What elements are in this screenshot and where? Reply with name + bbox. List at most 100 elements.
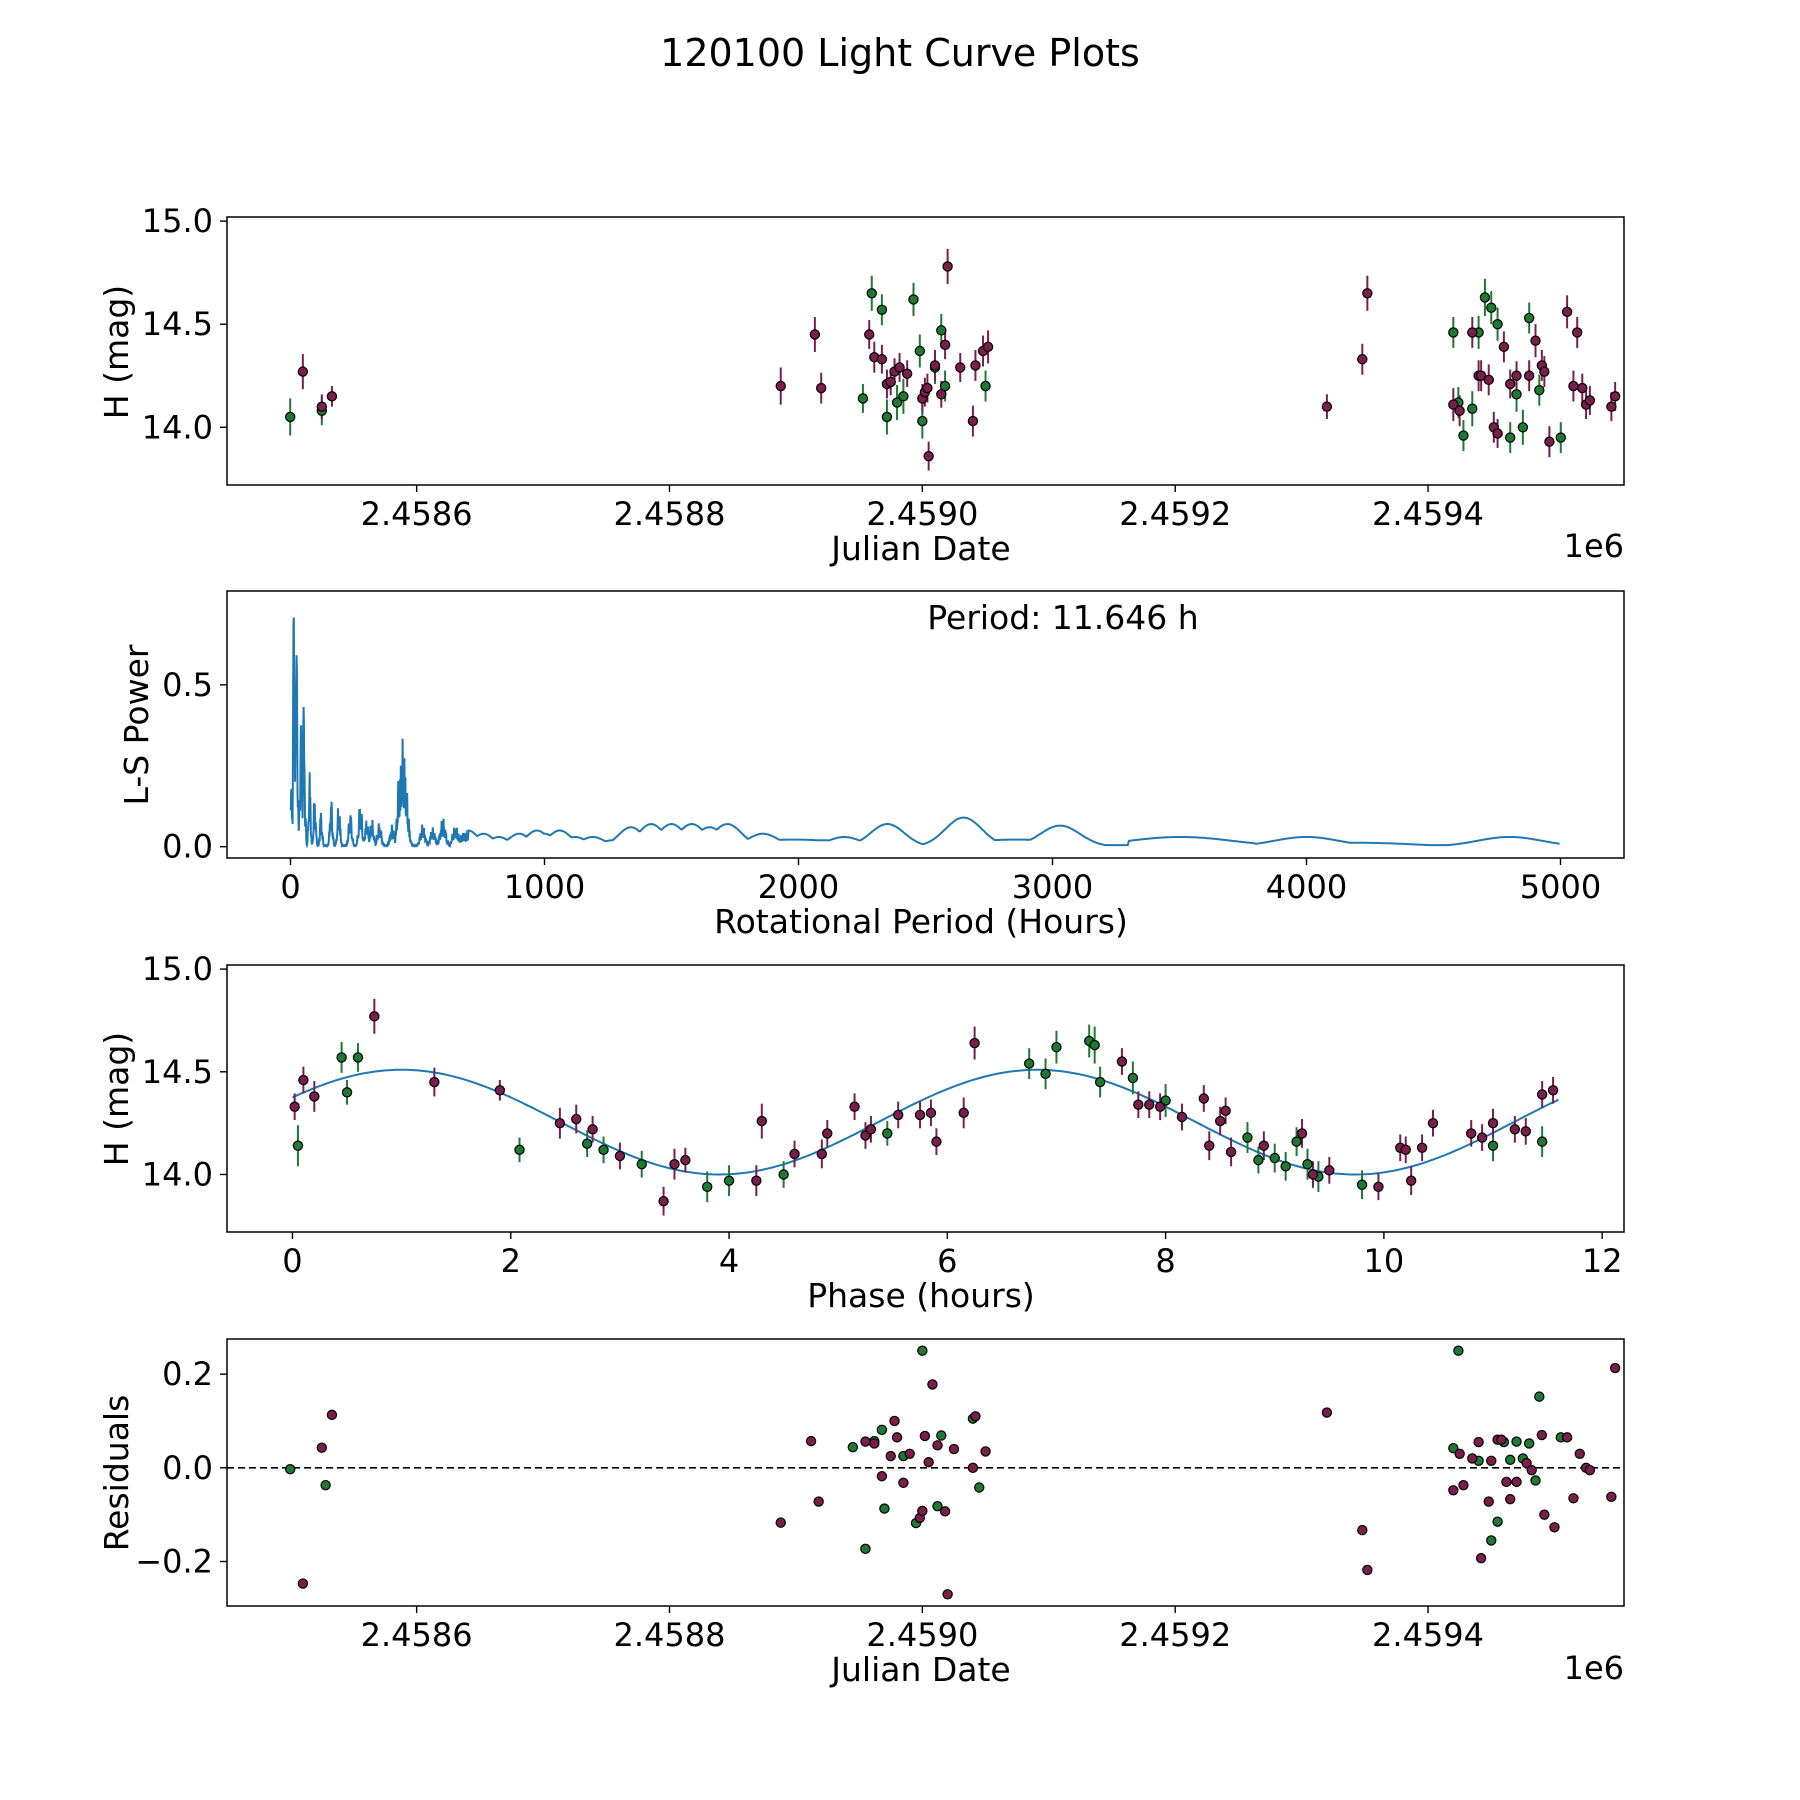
light-curve-point-magenta: [316, 401, 328, 412]
residuals-point-green: [1486, 1535, 1497, 1546]
phased-curve-point-green: [514, 1144, 525, 1156]
light-curve-point-magenta: [1467, 327, 1478, 338]
phased-curve-point-magenta: [849, 1101, 860, 1112]
light-curve-point-green: [1555, 432, 1566, 443]
phased-curve-point-green: [341, 1087, 353, 1098]
residuals-point-magenta: [927, 1379, 938, 1390]
light-curve-ytick-label: 15.0: [142, 202, 213, 240]
periodogram-xtick-label: 4000: [1266, 868, 1347, 906]
residuals-point-magenta: [967, 1462, 979, 1474]
residuals-ytick-label: 0.2: [162, 1355, 213, 1393]
residuals-point-magenta: [917, 1505, 928, 1517]
phased-curve-point-magenta: [1536, 1089, 1548, 1100]
light-curve-point-green: [1511, 389, 1522, 400]
phased-curve-point-magenta: [289, 1101, 300, 1112]
phased-curve-point-magenta: [1204, 1140, 1215, 1151]
light-curve-point-green: [1505, 432, 1516, 443]
light-curve-point-magenta: [885, 376, 896, 388]
phased-curve-point-magenta: [1296, 1128, 1308, 1139]
phased-curve-point-magenta: [816, 1148, 828, 1160]
phased-curve-point-green: [1356, 1179, 1368, 1190]
light-curve-ylabel: H (mag): [97, 285, 136, 419]
light-curve-point-green: [1467, 403, 1478, 414]
residuals-point-magenta: [1549, 1522, 1560, 1533]
residuals-point-magenta: [1501, 1476, 1512, 1488]
light-curve-point-green: [917, 415, 928, 427]
residuals-point-magenta: [889, 1415, 900, 1427]
periodogram-ytick-label: 0.0: [162, 828, 213, 866]
periodogram-ytick-label: 0.5: [162, 666, 213, 704]
phased-curve-point-magenta: [1416, 1142, 1428, 1153]
light-curve-point-magenta: [1523, 370, 1535, 381]
periodogram-plot-area: [289, 617, 1560, 849]
residuals-point-green: [1511, 1436, 1522, 1447]
residuals-point-magenta: [942, 1589, 953, 1600]
phased-curve-xtick-label: 10: [1364, 1242, 1405, 1280]
phased-curve-point-magenta: [1144, 1099, 1155, 1110]
periodogram-axes-frame: [226, 590, 1625, 859]
light-curve-point-magenta: [923, 450, 934, 462]
residuals-point-magenta: [1505, 1493, 1516, 1505]
periodogram-line: [289, 617, 1560, 849]
residuals-point-magenta: [939, 1506, 951, 1517]
phased-curve-point-magenta: [680, 1154, 691, 1166]
phased-curve-plot-area: [289, 998, 1559, 1216]
light-curve-point-magenta: [1626, 431, 1635, 440]
phased-curve-point-magenta: [1427, 1117, 1439, 1129]
light-curve-point-magenta: [1511, 370, 1522, 381]
light-curve-point-magenta: [864, 329, 875, 340]
light-curve-point-magenta: [1544, 436, 1555, 447]
light-curve-point-magenta: [942, 261, 953, 272]
residuals-point-magenta: [904, 1448, 915, 1459]
light-curve-axes-frame: [226, 216, 1625, 486]
light-curve-point-magenta: [1454, 405, 1465, 416]
phased-curve-point-magenta: [1400, 1144, 1411, 1156]
phased-curve-panel: Phase (hours) H (mag) 0 2 4 6 8 10 12 14.0 14.5 1…: [97, 950, 1625, 1315]
phased-curve-point-green: [336, 1052, 347, 1063]
phased-curve-point-green: [778, 1169, 789, 1180]
residuals-point-magenta: [970, 1411, 981, 1422]
phased-curve-point-magenta: [298, 1074, 309, 1086]
phased-curve-point-green: [1242, 1132, 1253, 1143]
phased-curve-point-magenta: [1373, 1181, 1384, 1193]
period-annotation: Period: 11.646 h: [927, 598, 1198, 637]
residuals-point-magenta: [1473, 1436, 1484, 1448]
light-curve-point-green: [1492, 319, 1503, 330]
light-curve-point-magenta: [809, 329, 821, 340]
phased-curve-point-green: [636, 1159, 647, 1170]
residuals-point-magenta: [775, 1517, 786, 1528]
light-curve-ytick-label: 14.0: [142, 408, 213, 446]
residuals-point-magenta: [1362, 1564, 1373, 1576]
phased-curve-point-magenta: [658, 1195, 669, 1207]
phased-curve-point-green: [1487, 1140, 1499, 1151]
light-curve-point-magenta: [1505, 378, 1516, 390]
phased-curve-point-green: [1291, 1136, 1302, 1147]
residuals-point-magenta: [1448, 1485, 1459, 1496]
light-curve-xtick-label: 2.4586: [361, 495, 473, 533]
phased-curve-point-magenta: [1547, 1085, 1559, 1096]
phased-curve-point-magenta: [1307, 1169, 1319, 1180]
phased-curve-point-magenta: [1520, 1126, 1531, 1137]
residuals-point-magenta: [891, 1432, 903, 1443]
residuals-point-magenta: [1483, 1496, 1494, 1507]
residuals-point-magenta: [1539, 1509, 1550, 1520]
phased-curve-point-magenta: [822, 1128, 833, 1139]
light-curve-point-magenta: [1321, 401, 1333, 412]
periodogram-xtick-label: 3000: [1012, 868, 1093, 906]
phased-curve-ytick-label: 15.0: [142, 950, 213, 988]
light-curve-point-green: [1458, 430, 1469, 441]
light-curve-point-green: [866, 288, 877, 299]
phased-curve-point-green: [1536, 1136, 1548, 1147]
phased-curve-point-green: [598, 1144, 609, 1156]
residuals-xtick-label: 2.4586: [361, 1616, 473, 1654]
light-curve-point-green: [914, 345, 926, 357]
residuals-point-magenta: [1496, 1434, 1507, 1445]
phased-curve-axes-frame: [226, 964, 1625, 1233]
phased-curve-point-green: [1253, 1154, 1264, 1166]
phased-curve-point-magenta: [571, 1113, 582, 1125]
residuals-point-green: [1534, 1391, 1545, 1402]
light-curve-point-green: [1479, 292, 1491, 303]
phased-curve-point-magenta: [1258, 1140, 1270, 1151]
residuals-point-green: [285, 1464, 296, 1475]
